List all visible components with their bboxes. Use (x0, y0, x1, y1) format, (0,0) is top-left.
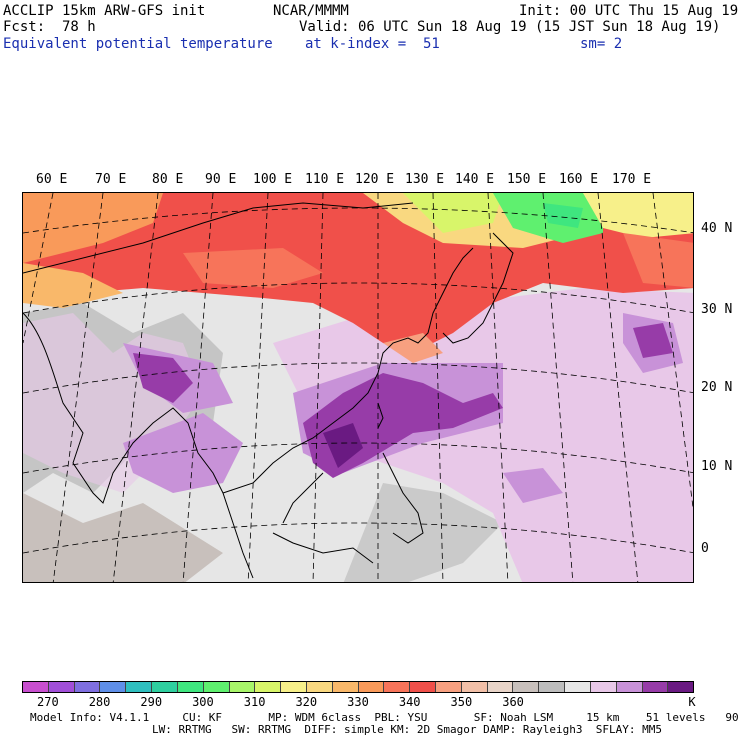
equivalent-potential-temperature-map (23, 193, 693, 582)
colorbar-swatch (436, 682, 462, 692)
graticule (23, 193, 693, 582)
colorbar-unit: K (688, 695, 696, 709)
latitude-label: 20 N (701, 380, 733, 395)
colorbar-tick-label: 320 (295, 695, 318, 709)
longitude-label: 130 E (405, 172, 445, 187)
colorbar-swatch (74, 682, 101, 692)
yellow-region-east (583, 193, 693, 238)
salmon-region (183, 248, 323, 288)
latitude-label: 10 N (701, 459, 733, 474)
colorbar-tick-label: 290 (140, 695, 163, 709)
yellow-green-region (403, 193, 503, 233)
salmon-region-east (623, 233, 693, 288)
colorbar-tick-label: 340 (398, 695, 421, 709)
latitude-label: 30 N (701, 302, 733, 317)
colorbar-tick-label: 280 (88, 695, 111, 709)
peach-region (383, 333, 443, 363)
latitude-label: 0 (701, 541, 709, 556)
forecast-hours: 78 h (62, 19, 96, 35)
smoothing-label: sm= 2 (580, 36, 623, 52)
longitude-label: 150 E (507, 172, 547, 187)
longitude-label: 60 E (36, 172, 68, 187)
colorbar-swatch (48, 682, 75, 692)
colorbar-swatch (100, 682, 127, 692)
forecast-label: Fcst: (3, 19, 46, 35)
colorbar-tick-label: 300 (192, 695, 214, 709)
colorbar-swatch (152, 682, 178, 692)
colorbar-swatch (177, 682, 204, 692)
organization-label: NCAR/MMMM (273, 3, 349, 19)
model-title: ACCLIP 15km ARW-GFS init (3, 3, 206, 19)
longitude-label: 70 E (95, 172, 127, 187)
medium-purple-patch (503, 468, 563, 503)
valid-time: Valid: 06 UTC Sun 18 Aug 19 (15 JST Sun … (299, 19, 721, 35)
colorbar-swatch (358, 682, 385, 692)
colorbar-swatch (513, 682, 540, 692)
colorbar-swatch (668, 682, 694, 692)
level-label: at k-index = 51 (305, 36, 440, 52)
longitude-label: 90 E (205, 172, 237, 187)
colorbar-swatch (539, 682, 566, 692)
colorbar-swatch (306, 682, 333, 692)
colorbar-tick-label: 330 (347, 695, 369, 709)
init-time: Init: 00 UTC Thu 15 Aug 19 (519, 3, 739, 19)
colorbar-swatch (487, 682, 514, 692)
light-purple-ocean (273, 288, 693, 582)
map-panel (22, 192, 694, 583)
dark-purple-pacific (633, 323, 673, 358)
colorbar-swatch (332, 682, 359, 692)
colorbar-swatch (461, 682, 488, 692)
colorbar (22, 681, 694, 693)
longitude-label: 140 E (455, 172, 495, 187)
colorbar-tick-label: 270 (37, 695, 59, 709)
light-orange-region (23, 263, 123, 308)
colorbar-tick-label: 310 (243, 695, 266, 709)
colorbar-tick-label: 360 (502, 695, 524, 709)
longitude-label: 80 E (152, 172, 184, 187)
colorbar-swatch (23, 682, 49, 692)
colorbar-swatch (229, 682, 256, 692)
colorbar-swatch (384, 682, 411, 692)
model-info-line1: Model Info: V4.1.1 CU: KF MP: WDM 6class… (30, 711, 740, 724)
colorbar-swatch (410, 682, 436, 692)
colorbar-swatch (203, 682, 230, 692)
colorbar-swatch (616, 682, 643, 692)
bright-green-region (543, 203, 583, 228)
colorbar-tick-label: 350 (450, 695, 473, 709)
colorbar-swatch (642, 682, 669, 692)
latitude-label: 40 N (701, 221, 733, 236)
orange-region-west (23, 193, 163, 263)
longitude-label: 100 E (253, 172, 293, 187)
longitude-label: 120 E (355, 172, 395, 187)
darkest-purple-core (323, 423, 363, 468)
colorbar-swatch (590, 682, 617, 692)
colorbar-swatch (255, 682, 282, 692)
field-name: Equivalent potential temperature (3, 36, 273, 52)
colorbar-swatch (281, 682, 307, 692)
grey-region-pacific (343, 483, 503, 582)
colorbar-swatch (126, 682, 153, 692)
model-info-line2: LW: RRTMG SW: RRTMG DIFF: simple KM: 2D … (152, 723, 662, 736)
dark-purple-himalaya (133, 353, 193, 403)
longitude-label: 160 E (559, 172, 599, 187)
longitude-label: 170 E (612, 172, 652, 187)
colorbar-swatch (565, 682, 591, 692)
longitude-label: 110 E (305, 172, 345, 187)
